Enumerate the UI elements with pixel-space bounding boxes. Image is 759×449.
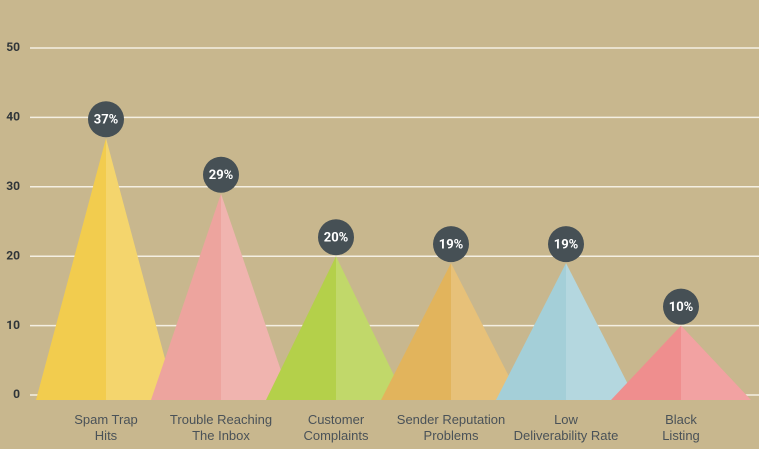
value-label: 10% (669, 300, 694, 315)
x-tick-label: Sender Reputation Problems (396, 412, 506, 443)
value-label: 19% (439, 238, 464, 253)
y-tick-label: 20 (6, 248, 20, 262)
value-badge (663, 288, 699, 325)
pyramid-highlight (336, 256, 406, 400)
x-tick-label: Low Deliverability Rate (513, 412, 619, 443)
value-badge (203, 156, 239, 193)
x-tick-label: Black Listing (662, 412, 700, 443)
pyramid-highlight (451, 263, 521, 400)
x-tick-label: Customer Complaints (303, 412, 369, 443)
pyramid (496, 263, 636, 400)
y-tick-label: 50 (6, 40, 20, 54)
pyramid-highlight (681, 325, 751, 400)
value-label: 29% (209, 168, 234, 183)
pyramid-highlight (221, 193, 291, 400)
y-tick-label: 0 (13, 387, 20, 401)
y-tick-label: 30 (6, 179, 20, 193)
y-tick-label: 40 (6, 110, 20, 124)
pyramid (151, 193, 291, 400)
x-tick-label: Spam Trap Hits (74, 412, 138, 443)
value-label: 20% (324, 231, 349, 246)
x-tick-label: Trouble Reaching The Inbox (169, 412, 273, 443)
value-badge (88, 101, 124, 138)
pyramid-highlight (106, 138, 176, 400)
value-badge (318, 219, 354, 256)
value-label: 37% (94, 113, 119, 128)
pyramid (266, 256, 406, 400)
value-label: 19% (554, 238, 579, 253)
pyramid (381, 263, 521, 400)
y-tick-label: 10 (6, 318, 20, 332)
pyramid (36, 138, 176, 400)
value-badge (433, 226, 469, 263)
pyramid-highlight (566, 263, 636, 400)
pyramid (611, 325, 751, 400)
value-badge (548, 226, 584, 263)
